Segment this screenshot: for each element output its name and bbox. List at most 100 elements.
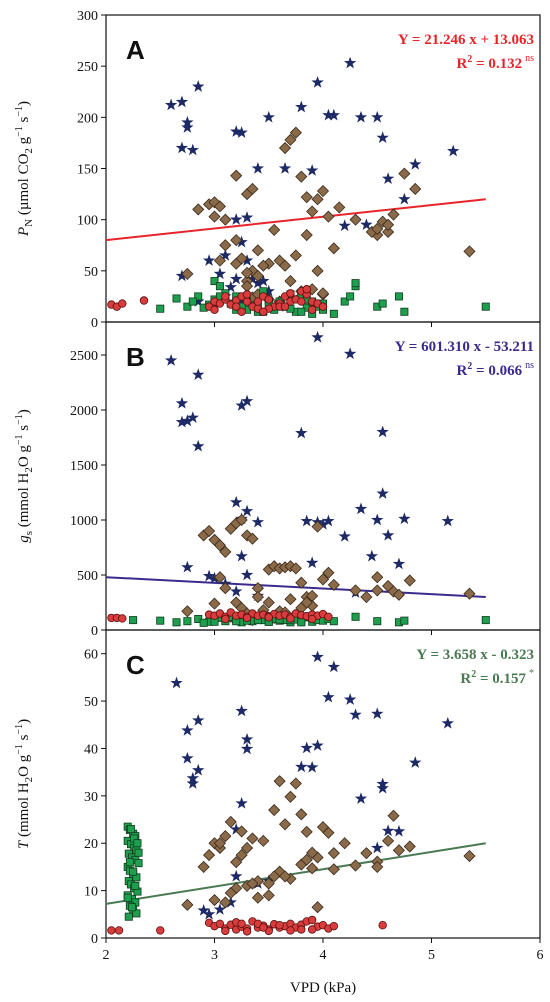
data-point-square xyxy=(329,309,338,318)
data-point-star xyxy=(381,528,395,541)
data-point-star xyxy=(305,164,319,176)
data-point-circle xyxy=(107,926,116,935)
y-label-part: (mmol H xyxy=(16,782,32,840)
data-point-diamond xyxy=(230,856,243,869)
y-tick-label: 150 xyxy=(77,163,98,178)
data-point-diamond xyxy=(316,184,330,198)
data-point-star xyxy=(262,110,275,123)
data-point-circle xyxy=(139,296,149,305)
data-point-circle xyxy=(237,307,246,316)
y-tick-label: 1000 xyxy=(70,514,98,529)
data-point-circle xyxy=(286,926,295,935)
y-label-part: ) xyxy=(16,719,32,724)
regression-line-A xyxy=(105,198,486,242)
data-point-star xyxy=(230,585,243,597)
data-point-star xyxy=(376,487,389,499)
x-tick-label: 5 xyxy=(428,948,435,963)
data-point-diamond xyxy=(409,182,422,196)
data-point-diamond xyxy=(181,267,194,280)
data-point-diamond xyxy=(371,222,384,235)
y-tick-label: 300 xyxy=(77,9,98,24)
data-point-diamond xyxy=(251,244,264,257)
data-point-star xyxy=(381,172,395,184)
data-point-diamond xyxy=(295,808,308,821)
data-point-square xyxy=(351,279,360,288)
y-label-part: N xyxy=(23,219,35,227)
x-tick-label: 2 xyxy=(103,948,110,963)
data-point-star xyxy=(409,157,422,170)
data-point-star xyxy=(192,763,205,776)
r2-part-r2_value: = 0.132 xyxy=(472,56,522,72)
y-tick-label: 250 xyxy=(77,60,98,75)
y-label-part: 2 xyxy=(23,467,35,473)
data-point-star xyxy=(441,716,454,729)
y-tick-label: 20 xyxy=(84,837,98,852)
data-point-diamond xyxy=(213,539,226,552)
data-point-diamond xyxy=(349,859,362,872)
data-point-diamond xyxy=(289,777,302,790)
data-point-diamond xyxy=(181,898,194,911)
data-point-diamond xyxy=(382,225,395,239)
data-point-square xyxy=(215,282,224,291)
data-point-star xyxy=(230,495,243,508)
data-point-star xyxy=(349,708,362,721)
data-point-star xyxy=(343,693,357,705)
data-point-diamond xyxy=(371,860,384,873)
data-point-star xyxy=(343,347,357,360)
data-point-diamond xyxy=(213,254,226,267)
data-point-diamond xyxy=(311,193,324,206)
r2-part-r2_sig: * xyxy=(529,668,534,679)
data-point-diamond xyxy=(463,245,476,258)
regression-equation: Y = 601.310 x - 53.211 xyxy=(395,339,534,355)
data-point-diamond xyxy=(213,571,226,584)
data-point-diamond xyxy=(278,141,292,155)
data-point-diamond xyxy=(289,249,302,262)
y-label-part: (mmol H xyxy=(16,473,32,531)
data-point-diamond xyxy=(327,242,340,255)
data-point-square xyxy=(329,617,338,626)
r-squared-label: R2 = 0.132 ns xyxy=(456,53,534,72)
data-point-diamond xyxy=(219,582,232,595)
data-point-diamond xyxy=(230,169,243,182)
data-point-square xyxy=(125,858,134,867)
data-point-square xyxy=(297,618,306,627)
data-point-square xyxy=(128,903,137,912)
y-tick-label: 100 xyxy=(77,214,98,229)
data-point-circle xyxy=(259,923,268,932)
data-point-diamond xyxy=(333,201,346,214)
data-point-diamond xyxy=(349,584,362,597)
r-squared-label: R2 = 0.066 ns xyxy=(456,360,534,379)
data-point-diamond xyxy=(382,834,395,847)
y-axis-label-C: T (mmol H2O g−1 s−1) xyxy=(14,719,35,849)
data-point-diamond xyxy=(235,849,248,862)
data-point-diamond xyxy=(235,513,248,527)
data-point-diamond xyxy=(246,532,259,545)
y-label-part: ) xyxy=(16,409,32,414)
data-point-star xyxy=(371,513,384,526)
y-label-part: 2 xyxy=(23,148,35,154)
y-tick-label: 2500 xyxy=(70,349,98,364)
data-point-star xyxy=(305,760,319,773)
data-point-square xyxy=(172,294,181,303)
r2-part-r2_value: = 0.157 xyxy=(476,671,526,687)
data-point-circle xyxy=(307,915,317,925)
data-point-star xyxy=(235,549,248,562)
points-B xyxy=(107,330,490,627)
data-point-star xyxy=(338,530,351,542)
data-point-diamond xyxy=(219,545,232,558)
y-tick-label: 200 xyxy=(77,111,98,126)
data-point-star xyxy=(192,368,205,381)
data-point-diamond xyxy=(392,844,406,857)
data-point-diamond xyxy=(192,203,205,216)
data-point-circle xyxy=(242,927,252,936)
y-axis-label-A: PN (µmol CO2 g−1 s−1) xyxy=(14,101,35,237)
data-point-square xyxy=(481,616,490,625)
data-point-diamond xyxy=(327,578,340,591)
y-tick-label: 0 xyxy=(91,624,98,639)
data-point-square xyxy=(129,867,138,876)
data-point-diamond xyxy=(235,825,248,838)
data-point-circle xyxy=(118,299,127,308)
data-point-star xyxy=(175,396,189,409)
panel-letter: B xyxy=(126,342,145,372)
